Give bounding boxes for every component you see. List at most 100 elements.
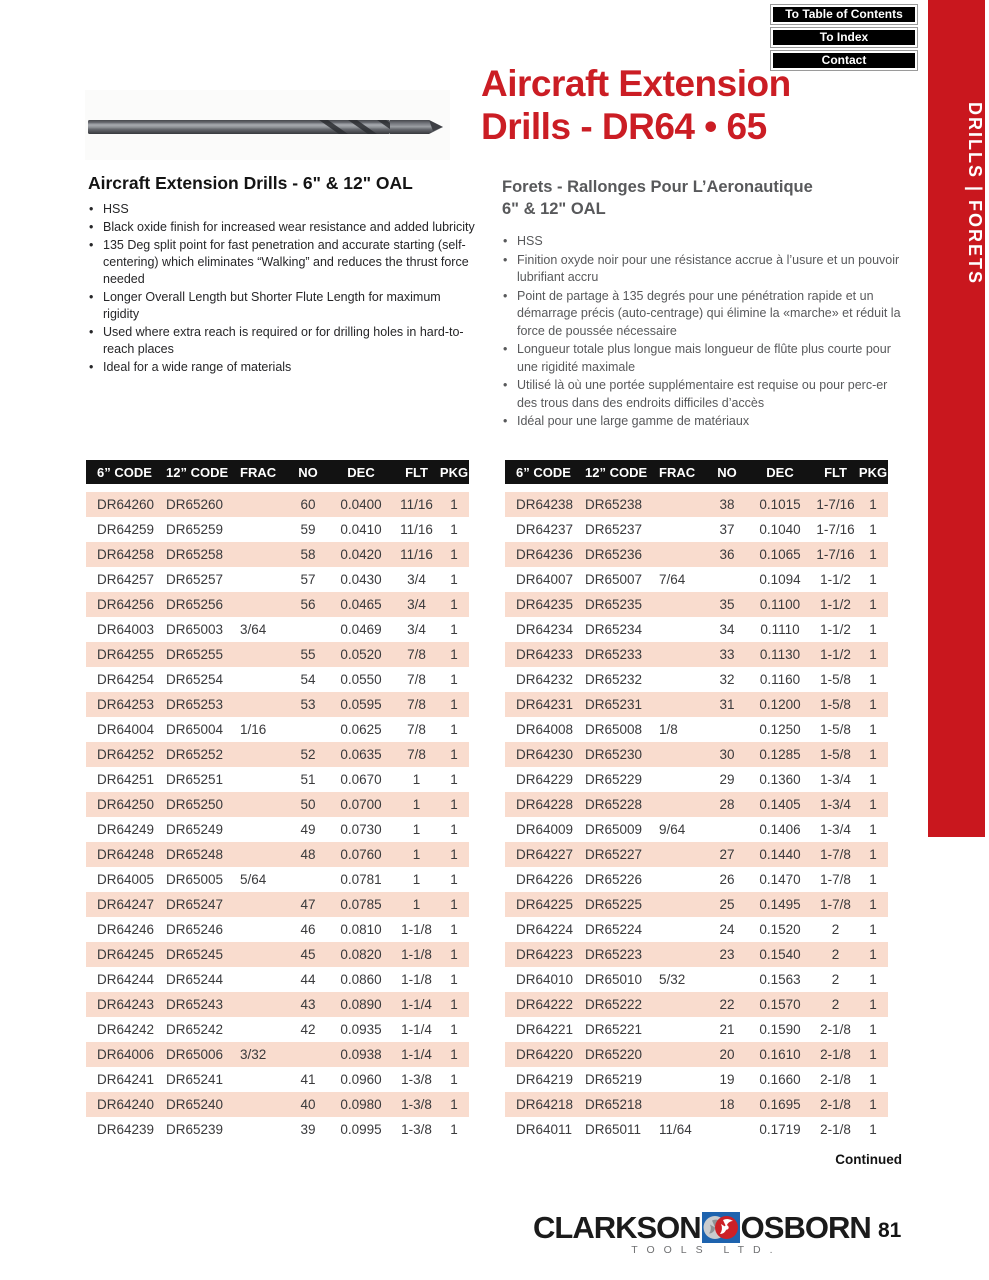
table-cell: DR65011	[585, 1122, 642, 1137]
table-cell: 1	[869, 722, 877, 737]
table-cell: 1	[450, 622, 458, 637]
table-cell: 1-1/4	[401, 997, 432, 1012]
table-cell: 0.0820	[340, 947, 382, 962]
table-cell: DR65254	[166, 672, 224, 687]
table-cell: 1	[869, 897, 877, 912]
table-cell: 0.0469	[340, 622, 382, 637]
table-cell: 46	[300, 922, 316, 937]
table-cell: 0.0465	[340, 597, 382, 612]
bullet-item: HSS	[502, 233, 906, 251]
table-cell: 1-7/16	[816, 547, 855, 562]
table-cell: 1-1/8	[401, 947, 432, 962]
table-cell: DR65245	[166, 947, 224, 962]
table-cell: 0.1065	[759, 547, 801, 562]
table-cell: 7/8	[407, 647, 426, 662]
table-cell: 40	[300, 1097, 316, 1112]
table-cell: 51	[300, 772, 316, 787]
table-row: DR64221 DR65221 21 0.1590 2-1/8 1	[505, 1017, 888, 1042]
table-cell: 1	[450, 647, 458, 662]
table-cell: 23	[719, 947, 735, 962]
table-cell: 0.0995	[340, 1122, 382, 1137]
column-header: FLT	[405, 464, 428, 480]
table-cell: 11/64	[659, 1122, 692, 1137]
table-cell: 0.1540	[759, 947, 801, 962]
table-cell: 0.1040	[759, 522, 801, 537]
table-cell: 1	[450, 547, 458, 562]
table-cell: 0.0781	[340, 872, 382, 887]
table-row: DR64223 DR65223 23 0.1540 2 1	[505, 942, 888, 967]
column-header: PKG	[439, 464, 469, 480]
table-cell: 52	[300, 747, 316, 762]
table-cell: DR64253	[97, 697, 155, 712]
table-cell: DR64259	[97, 522, 155, 537]
to-table-of-contents-button[interactable]: To Table of Contents	[770, 4, 918, 25]
table-cell: 1	[869, 797, 877, 812]
table-cell: 1	[450, 722, 458, 737]
table-cell: DR65223	[585, 947, 643, 962]
table-cell: 0.1110	[760, 622, 800, 637]
table-cell: 0.1285	[759, 747, 801, 762]
bullet-item: Used where extra reach is required or fo…	[88, 324, 480, 358]
english-bullet-list: HSSBlack oxide finish for increased wear…	[88, 201, 480, 377]
table-cell: 0.0430	[340, 572, 382, 587]
table-cell: 1	[869, 1022, 877, 1037]
table-cell: DR65221	[585, 1022, 643, 1037]
table-cell: 1	[869, 522, 877, 537]
table-row: DR64219 DR65219 19 0.1660 2-1/8 1	[505, 1067, 888, 1092]
table-cell: 60	[300, 497, 316, 512]
table-cell: 1-5/8	[820, 672, 851, 687]
table-row: DR64222 DR65222 22 0.1570 2 1	[505, 992, 888, 1017]
table-cell: 0.0810	[340, 922, 382, 937]
english-section-heading: Aircraft Extension Drills - 6" & 12" OAL	[88, 173, 413, 193]
page-number: 81	[878, 1219, 902, 1242]
table-cell: 0.1015	[759, 497, 801, 512]
table-cell: DR64233	[516, 647, 574, 662]
table-cell: 1	[412, 897, 421, 912]
table-row: DR64252 DR65252 52 0.0635 7/8 1	[86, 742, 469, 767]
table-cell: 1-7/8	[820, 872, 851, 887]
contact-button[interactable]: Contact	[770, 50, 918, 71]
table-cell: DR64234	[516, 622, 574, 637]
table-cell: 1	[412, 772, 421, 787]
table-cell: 1	[869, 947, 877, 962]
table-cell: 7/8	[407, 697, 426, 712]
column-header: DEC	[347, 464, 375, 480]
table-cell: DR65233	[585, 647, 643, 662]
table-cell: 0.1200	[759, 697, 801, 712]
table-cell: 0.1405	[759, 797, 801, 812]
table-cell: 0.0938	[340, 1047, 382, 1062]
column-header: 6” CODE	[516, 464, 571, 480]
table-cell: DR65246	[166, 922, 224, 937]
table-cell: 2-1/8	[820, 1047, 851, 1062]
table-cell: DR65227	[585, 847, 643, 862]
table-cell: 1	[450, 847, 458, 862]
pinwheel-cutter-icon	[701, 1212, 740, 1243]
table-cell: 0.1130	[759, 647, 801, 662]
drill-table-right: 6” CODE 12” CODE FRAC NO DEC FLT PKG DR64238 DR…	[505, 460, 888, 1142]
column-header: 6” CODE	[97, 464, 152, 480]
table-cell: 5/64	[240, 872, 267, 887]
table-cell: 1-3/8	[401, 1122, 432, 1137]
table-cell: DR65005	[166, 872, 224, 887]
table-cell: 0.0960	[340, 1072, 382, 1087]
table-cell: 1	[869, 647, 877, 662]
table-cell: 41	[300, 1072, 316, 1087]
table-cell: 0.0625	[340, 722, 382, 737]
table-cell: 1-5/8	[820, 697, 851, 712]
bullet-item: Finition oxyde noir pour une résistance …	[502, 252, 906, 287]
bullet-item: Ideal for a wide range of materials	[88, 359, 480, 376]
table-cell: 26	[719, 872, 735, 887]
page-title-line2: Drills - DR64 • 65	[481, 105, 767, 147]
table-cell: 1	[450, 1122, 458, 1137]
to-index-button[interactable]: To Index	[770, 27, 918, 48]
table-cell: DR65224	[585, 922, 643, 937]
table-cell: DR64255	[97, 647, 155, 662]
table-row: DR64008 DR65008 1/8 0.1250 1-5/8 1	[505, 717, 888, 742]
table-cell: 18	[719, 1097, 735, 1112]
table-cell: 1-7/16	[816, 522, 855, 537]
table-cell: 1	[450, 947, 458, 962]
table-cell: 1/8	[659, 722, 678, 737]
table-row: DR64010 DR65010 5/32 0.1563 2 1	[505, 967, 888, 992]
bullet-item: HSS	[88, 201, 480, 218]
